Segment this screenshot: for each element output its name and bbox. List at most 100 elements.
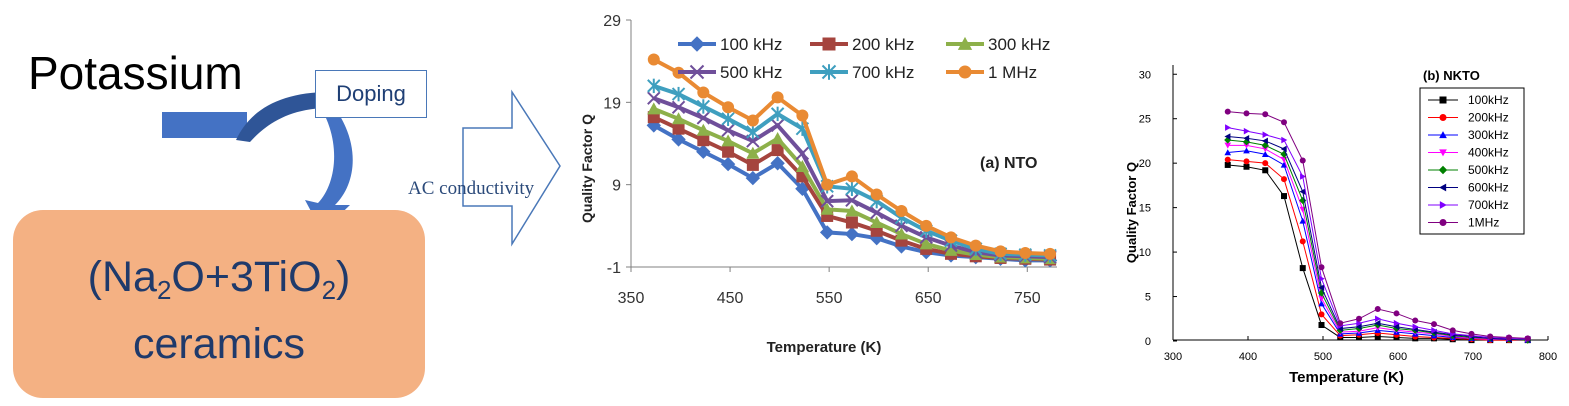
data-point (1299, 265, 1306, 272)
data-point (1412, 317, 1419, 324)
data-point (1299, 238, 1306, 245)
legend-label: 200 kHz (852, 35, 914, 54)
data-point (771, 144, 784, 157)
legend-label: 700 kHz (852, 63, 914, 82)
data-point (869, 205, 884, 220)
formula-part-3: ) (336, 253, 351, 301)
data-point-b (671, 100, 686, 114)
data-point (1318, 284, 1325, 291)
data-point (770, 118, 785, 133)
potassium-label: Potassium (28, 47, 243, 99)
chart-title: (b) NKTO (1423, 68, 1480, 83)
data-point (721, 111, 735, 126)
y-tick-label: 0 (1145, 336, 1151, 348)
data-point (697, 134, 710, 147)
legend-marker (958, 65, 972, 79)
formula-part-2: O+3TiO (171, 253, 322, 301)
legend-label: 1MHz (1468, 216, 1499, 230)
legend-marker (689, 36, 705, 52)
data-point (1262, 111, 1269, 118)
x-tick-label: 800 (1539, 351, 1557, 363)
data-point (746, 146, 760, 159)
legend-label: 100 kHz (720, 35, 782, 54)
data-point (1280, 161, 1288, 168)
data-point (1281, 119, 1287, 126)
chart-nto: -1 9 19 29 350 450 550 650 750 Temperature (K) Qua… (579, 13, 1058, 356)
legend-marker (1439, 201, 1447, 209)
data-point (1044, 247, 1057, 260)
doping-box: Doping (315, 70, 427, 118)
chart-title: (a) NTO (980, 155, 1037, 172)
data-point (1261, 146, 1269, 153)
data-point (696, 99, 711, 114)
data-point (672, 122, 685, 135)
data-point-b (795, 146, 810, 161)
chart-nkto: 0 5 10 15 20 25 30 300 400 500 600 700 800 Temperatur… (1124, 65, 1557, 386)
data-point (770, 106, 785, 122)
data-point (1449, 327, 1456, 334)
data-point (647, 91, 661, 105)
data-point (795, 146, 810, 161)
y-tick-label: 5 (1145, 292, 1151, 304)
doping-label: Doping (336, 81, 406, 106)
data-point (820, 202, 834, 215)
data-point (647, 78, 661, 94)
legend-marker (957, 36, 973, 50)
legend-marker-b (689, 64, 705, 80)
data-point (845, 204, 859, 217)
formula-part-1: (Na (87, 253, 157, 301)
data-point (1318, 321, 1325, 328)
data-point (994, 245, 1007, 258)
legend-marker (1439, 219, 1447, 226)
legend-label: 300kHz (1468, 128, 1509, 142)
y-axis-title: Quality Factor Q (579, 114, 595, 223)
x-tick-label: 700 (1464, 351, 1482, 363)
data-point (1487, 333, 1494, 340)
legend-label: 600kHz (1468, 181, 1509, 195)
data-point (1355, 323, 1362, 331)
data-point (696, 123, 710, 136)
ceramics-word: ceramics (132, 320, 306, 368)
data-point (920, 219, 933, 232)
data-point (1337, 320, 1344, 327)
data-point (1506, 334, 1512, 341)
x-axis-title: Temperature (K) (1289, 369, 1404, 386)
data-point (1393, 323, 1400, 331)
y-tick-label: 20 (1139, 158, 1151, 170)
data-point (1262, 167, 1269, 174)
data-point (721, 123, 735, 138)
data-point (1262, 160, 1269, 167)
data-point (1281, 136, 1288, 144)
data-point (919, 237, 933, 250)
legend-marker (1439, 114, 1447, 121)
data-point (845, 216, 858, 229)
data-point (1374, 333, 1381, 340)
data-point (870, 188, 883, 201)
y-tick-label: -1 (607, 260, 621, 277)
ac-conductivity-arrow (462, 89, 561, 247)
data-point (1356, 315, 1362, 322)
legend-label: 700kHz (1468, 198, 1509, 212)
data-point (1224, 142, 1232, 149)
x-tick-label: 550 (816, 290, 843, 307)
data-point (671, 112, 686, 125)
data-point (969, 239, 982, 252)
data-point (1243, 134, 1250, 142)
data-point-b (721, 123, 735, 138)
data-point (1468, 330, 1475, 337)
potassium-arrow-base (162, 112, 247, 138)
data-point-b (647, 91, 661, 105)
data-point (1224, 108, 1231, 115)
data-point (1299, 188, 1306, 195)
y-tick-label: 29 (603, 13, 621, 30)
data-point-b (696, 111, 711, 125)
data-point (1300, 173, 1307, 180)
y-tick-label: 25 (1139, 114, 1151, 126)
data-point (1375, 315, 1382, 323)
data-point (844, 226, 860, 242)
data-point (1225, 124, 1232, 131)
data-point (1299, 157, 1306, 164)
x-tick-label: 650 (915, 290, 942, 307)
x-tick-label: 600 (1389, 351, 1407, 363)
data-point (1281, 176, 1287, 183)
